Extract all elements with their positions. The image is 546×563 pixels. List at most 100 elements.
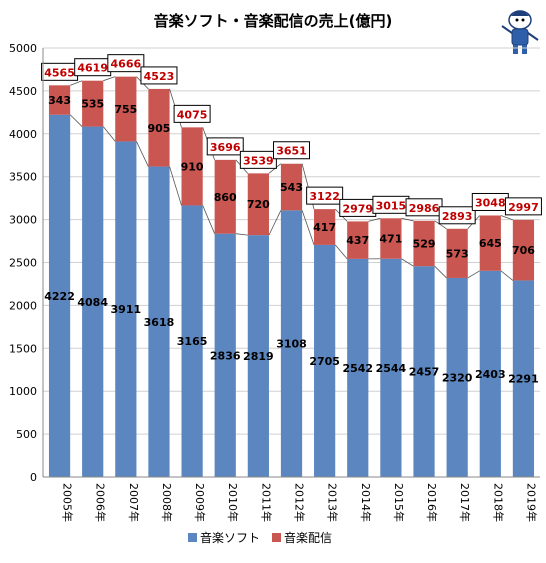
data-label-music-streaming: 343 xyxy=(48,94,71,107)
y-tick-label: 4500 xyxy=(9,85,37,98)
data-label-music-streaming: 905 xyxy=(147,122,170,135)
data-label-music-soft: 3108 xyxy=(276,338,307,351)
total-label: 3015 xyxy=(376,199,407,212)
bar-music-soft xyxy=(115,141,137,477)
connector-line xyxy=(500,270,514,281)
data-label-music-soft: 4084 xyxy=(77,296,108,309)
y-tick-label: 5000 xyxy=(9,42,37,55)
bar-music-soft xyxy=(214,233,236,477)
bar-music-soft xyxy=(148,166,170,477)
connector-line xyxy=(434,265,447,279)
bar-music-soft xyxy=(181,205,203,477)
total-label: 2997 xyxy=(508,201,539,214)
total-label: 4075 xyxy=(177,108,208,121)
x-tick-label: 2018年 xyxy=(491,483,505,522)
data-label-music-soft: 2403 xyxy=(475,368,506,381)
legend-label-music-streaming: 音楽配信 xyxy=(284,530,332,545)
data-label-music-streaming: 535 xyxy=(81,98,104,111)
x-tick-label: 2008年 xyxy=(160,483,174,522)
connector-line xyxy=(169,166,182,206)
legend-swatch-music-soft xyxy=(188,533,197,542)
bar-music-soft xyxy=(280,210,303,477)
total-label-box xyxy=(504,197,542,216)
connector-line xyxy=(401,217,414,222)
x-tick-label: 2010年 xyxy=(226,483,240,522)
data-label-music-soft: 2705 xyxy=(309,355,340,368)
bar-music-streaming xyxy=(479,215,501,271)
total-label: 4666 xyxy=(111,58,142,71)
data-label-music-soft: 2836 xyxy=(210,349,241,362)
y-tick-label: 500 xyxy=(16,428,37,441)
total-label: 3651 xyxy=(276,145,307,158)
bar-music-soft xyxy=(479,270,501,477)
connector-line xyxy=(434,220,447,230)
data-label-music-soft: 4222 xyxy=(44,290,75,303)
x-tick-label: 2014年 xyxy=(359,483,373,522)
data-label-music-streaming: 706 xyxy=(512,244,535,257)
total-label: 3122 xyxy=(309,190,340,203)
data-label-music-soft: 2320 xyxy=(442,371,473,384)
bar-music-streaming xyxy=(214,159,236,234)
data-label-music-soft: 3165 xyxy=(177,335,208,348)
mascot-icon xyxy=(501,10,539,54)
bar-music-soft xyxy=(314,244,336,477)
bar-music-streaming xyxy=(148,88,170,167)
bar-music-soft xyxy=(48,114,71,477)
legend-swatch-music-streaming xyxy=(272,533,281,542)
connector-line xyxy=(136,141,149,167)
data-label-music-soft: 2819 xyxy=(243,350,274,363)
y-tick-label: 1500 xyxy=(9,342,37,355)
data-label-music-streaming: 471 xyxy=(379,233,402,246)
y-tick-label: 0 xyxy=(30,471,37,484)
x-tick-label: 2009年 xyxy=(193,483,207,522)
data-label-music-streaming: 529 xyxy=(413,237,436,250)
y-tick-label: 2500 xyxy=(9,257,37,270)
x-tick-label: 2019年 xyxy=(524,483,538,522)
data-label-music-soft: 2542 xyxy=(342,362,373,375)
total-label: 2986 xyxy=(409,202,440,215)
bar-music-streaming xyxy=(280,163,303,211)
connector-line xyxy=(467,270,480,279)
total-label: 4619 xyxy=(77,62,108,75)
total-label-box xyxy=(140,66,178,85)
x-tick-label: 2007年 xyxy=(127,483,141,522)
x-tick-label: 2012年 xyxy=(293,483,307,522)
x-tick-label: 2005年 xyxy=(61,483,75,522)
bar-music-soft xyxy=(82,126,104,477)
total-label: 2893 xyxy=(442,210,473,223)
total-label: 4565 xyxy=(44,66,75,79)
connector-line xyxy=(235,233,248,236)
connector-line xyxy=(202,205,215,234)
bar-music-streaming xyxy=(512,219,535,281)
chart-title: 音楽ソフト・音楽配信の売上(億円) xyxy=(153,12,393,30)
bar-music-soft xyxy=(347,258,369,477)
x-tick-label: 2017年 xyxy=(458,483,472,522)
total-label-box xyxy=(273,141,310,160)
bar-music-streaming xyxy=(181,127,203,206)
connector-line xyxy=(401,258,414,267)
x-tick-label: 2016年 xyxy=(425,483,439,522)
x-tick-label: 2015年 xyxy=(392,483,406,522)
total-label: 3048 xyxy=(475,196,506,209)
bar-music-streaming xyxy=(347,221,369,259)
bar-music-streaming xyxy=(413,220,435,267)
x-tick-label: 2013年 xyxy=(326,483,340,522)
bar-music-streaming xyxy=(380,218,402,259)
bar-music-soft xyxy=(413,266,435,477)
legend-label-music-soft: 音楽ソフト xyxy=(200,530,260,545)
y-tick-label: 3000 xyxy=(9,214,37,227)
total-label: 4523 xyxy=(144,70,175,83)
connector-line xyxy=(301,210,315,246)
data-label-music-streaming: 910 xyxy=(181,160,204,173)
total-label-box xyxy=(206,137,244,156)
total-label-box xyxy=(107,54,145,73)
connector-line xyxy=(268,210,282,236)
bar-music-streaming xyxy=(48,85,71,115)
bar-music-soft xyxy=(380,258,402,477)
bar-music-soft xyxy=(512,280,535,477)
data-label-music-soft: 2457 xyxy=(409,366,440,379)
data-label-music-soft: 3911 xyxy=(111,303,142,316)
bar-music-soft xyxy=(247,235,269,477)
